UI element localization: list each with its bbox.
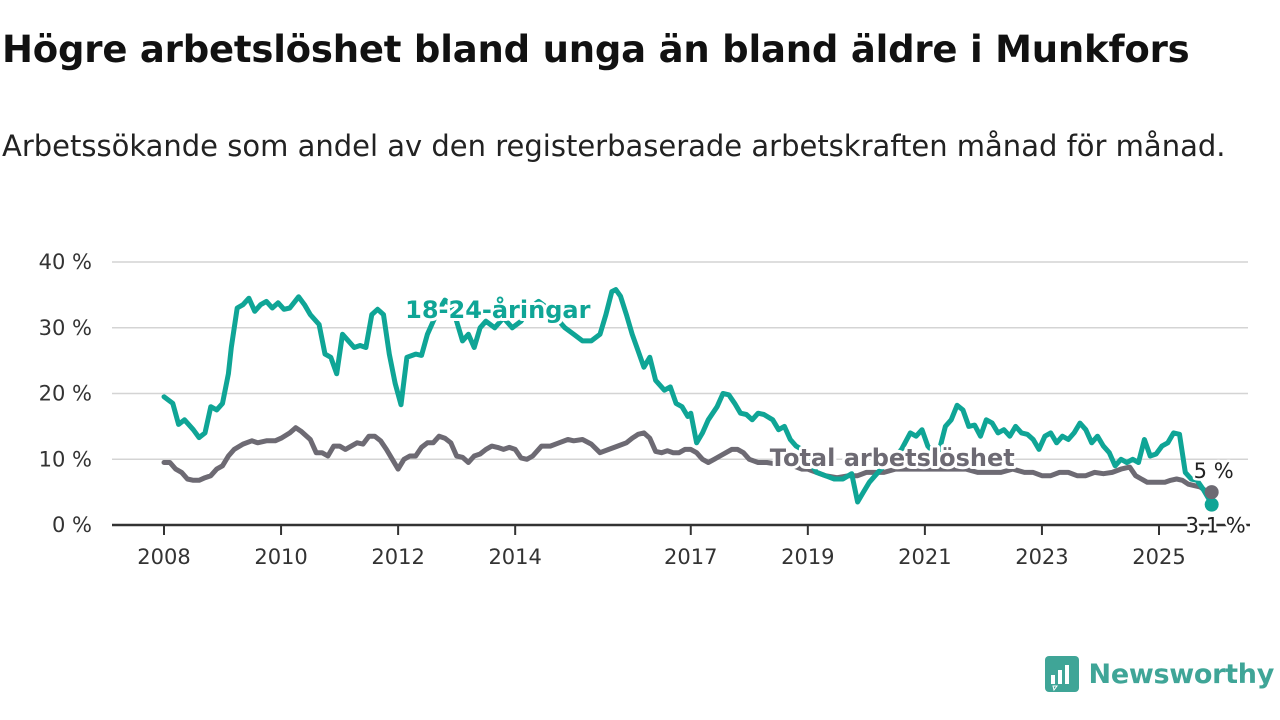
y-tick-label: 0 % (52, 513, 92, 537)
x-tick-label: 2010 (254, 545, 307, 569)
end-label-total: 5 % (1194, 459, 1234, 483)
x-tick-label: 2014 (488, 545, 541, 569)
x-tick-label: 2025 (1132, 545, 1185, 569)
x-tick-label: 2008 (137, 545, 190, 569)
x-axis: 2008 2010 2012 2014 2017 2019 2021 2023 2025 (112, 523, 1250, 569)
y-axis: 0 % 10 % 20 % 30 % 40 % (39, 250, 92, 537)
series-label-total: Total arbetslöshet (770, 444, 1015, 472)
x-tick-label: 2019 (781, 545, 834, 569)
newsworthy-logo-icon (1044, 656, 1079, 692)
end-label-youth: 3,1 % (1186, 514, 1246, 538)
chart-subtitle: Arbetssökande som andel av den registerb… (2, 129, 1226, 163)
x-tick-label: 2021 (898, 545, 951, 569)
end-point-total (1204, 485, 1219, 500)
line-chart: 0 % 10 % 20 % 30 % 40 % 2008 2010 2012 2014 2017… (39, 250, 1250, 569)
x-tick-label: 2017 (664, 545, 717, 569)
series-label-youth: 18-24-åringar (405, 295, 590, 324)
series-line-youth (161, 287, 1215, 508)
chart-title: Högre arbetslöshet bland unga än bland ä… (2, 28, 1190, 71)
brand-name: Newsworthy (1088, 658, 1275, 690)
end-point-youth (1204, 497, 1219, 512)
y-tick-label: 40 % (39, 250, 92, 274)
series-line-total (161, 425, 1215, 495)
x-tick-label: 2023 (1015, 545, 1068, 569)
brand-logo: Newsworthy (1044, 654, 1275, 694)
y-tick-label: 10 % (39, 447, 92, 471)
gridlines (112, 261, 1248, 460)
y-tick-label: 20 % (39, 382, 92, 406)
series-lines (161, 287, 1219, 512)
series-labels: 3,1 % 5 % 18-24-åringar Total arbetslöshet (402, 292, 1248, 540)
x-tick-label: 2012 (371, 545, 424, 569)
y-tick-label: 30 % (39, 316, 92, 340)
